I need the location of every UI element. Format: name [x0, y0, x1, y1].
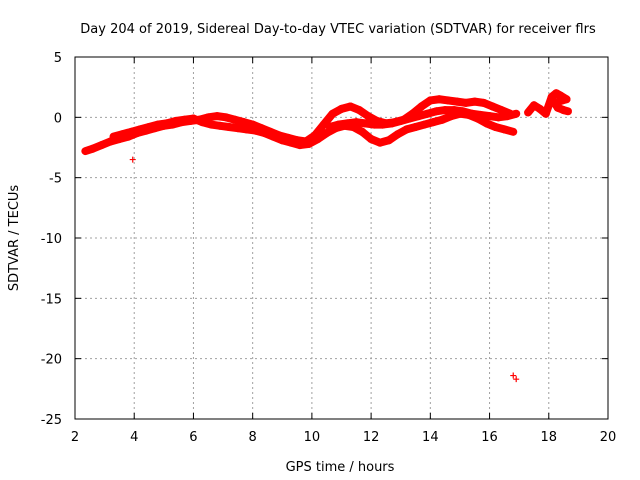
y-tick-label: -20 [41, 353, 62, 368]
data-point [510, 372, 517, 379]
y-tick-label: -25 [41, 413, 62, 428]
y-tick-label: -10 [41, 232, 62, 247]
x-tick-label: 12 [363, 430, 380, 445]
x-tick-label: 20 [600, 430, 617, 445]
y-tick-label: 5 [54, 51, 62, 66]
data-point [510, 128, 517, 135]
data-point [129, 156, 136, 163]
data-points [81, 89, 573, 383]
series-track-c [325, 106, 521, 131]
x-tick-label: 18 [541, 430, 558, 445]
x-tick-label: 10 [304, 430, 321, 445]
series-track-b [109, 109, 518, 150]
x-tick-label: 16 [481, 430, 498, 445]
data-point [513, 376, 520, 383]
x-axis-label: GPS time / hours [286, 460, 395, 475]
series-outliers [129, 156, 520, 383]
axis-ticks: 2 4 6 8 10 12 14 16 18 20 5 0 -5 -10 -15 -20 -25 [41, 51, 617, 445]
x-tick-label: 8 [249, 430, 257, 445]
y-tick-label: -15 [41, 292, 62, 307]
chart-title: Day 204 of 2019, Sidereal Day-to-day VTE… [80, 22, 596, 37]
data-point [513, 110, 520, 117]
x-tick-label: 4 [130, 430, 138, 445]
y-tick-label: 0 [54, 111, 62, 126]
y-axis-label: SDTVAR / TECUs [7, 185, 22, 292]
plot-frame [74, 56, 609, 420]
data-point [565, 108, 572, 115]
x-tick-label: 2 [71, 430, 79, 445]
y-tick-label: -5 [49, 172, 62, 187]
x-tick-label: 6 [189, 430, 197, 445]
series-track-d [524, 89, 573, 118]
x-tick-label: 14 [422, 430, 439, 445]
